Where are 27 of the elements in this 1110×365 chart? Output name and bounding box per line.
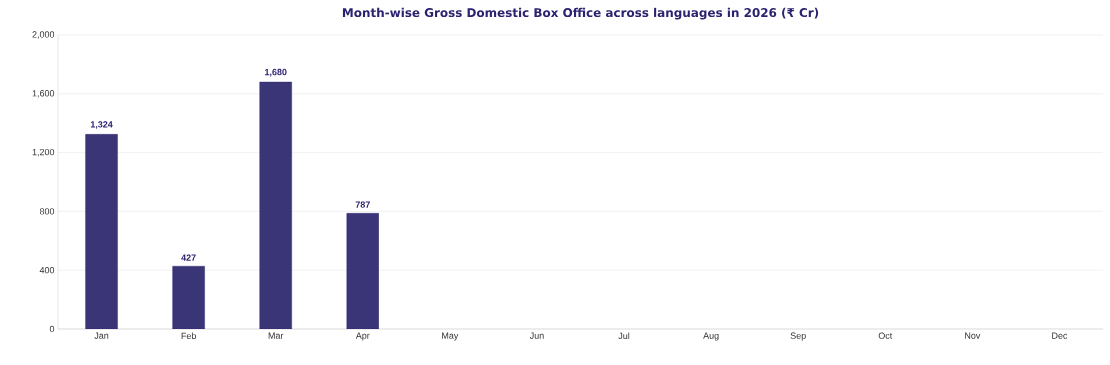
bar [259,81,292,329]
x-tick-label: Aug [703,332,719,341]
y-tick-label: 400 [39,267,55,274]
data-label: 427 [181,254,196,261]
y-tick-label: 800 [39,208,55,215]
x-tick-label: May [442,332,459,341]
bar [346,213,379,329]
x-tick-label: Jun [529,332,544,339]
bar [85,134,118,329]
y-tick-label: 0 [49,325,55,333]
x-tick-label: Feb [181,332,196,340]
y-tick-label: 1,200 [32,148,55,157]
x-tick-label: Sep [790,332,806,341]
x-tick-label: Oct [878,332,893,339]
chart-title: Month-wise Gross Domestic Box Office across languages in 2026 (₹ Cr) [342,7,819,20]
y-tick-label: 2,000 [32,31,55,39]
x-tick-label: Jan [94,332,109,339]
data-label: 1,324 [90,121,113,129]
bar [172,266,205,329]
data-label: 787 [355,201,370,208]
y-tick-label: 1,600 [32,90,55,98]
x-tick-label: Dec [1052,332,1068,339]
data-label: 1,680 [265,68,287,77]
x-tick-label: Nov [965,332,981,339]
x-tick-label: Mar [268,332,284,339]
x-tick-label: Apr [355,332,370,341]
x-tick-label: Jul [618,332,630,340]
